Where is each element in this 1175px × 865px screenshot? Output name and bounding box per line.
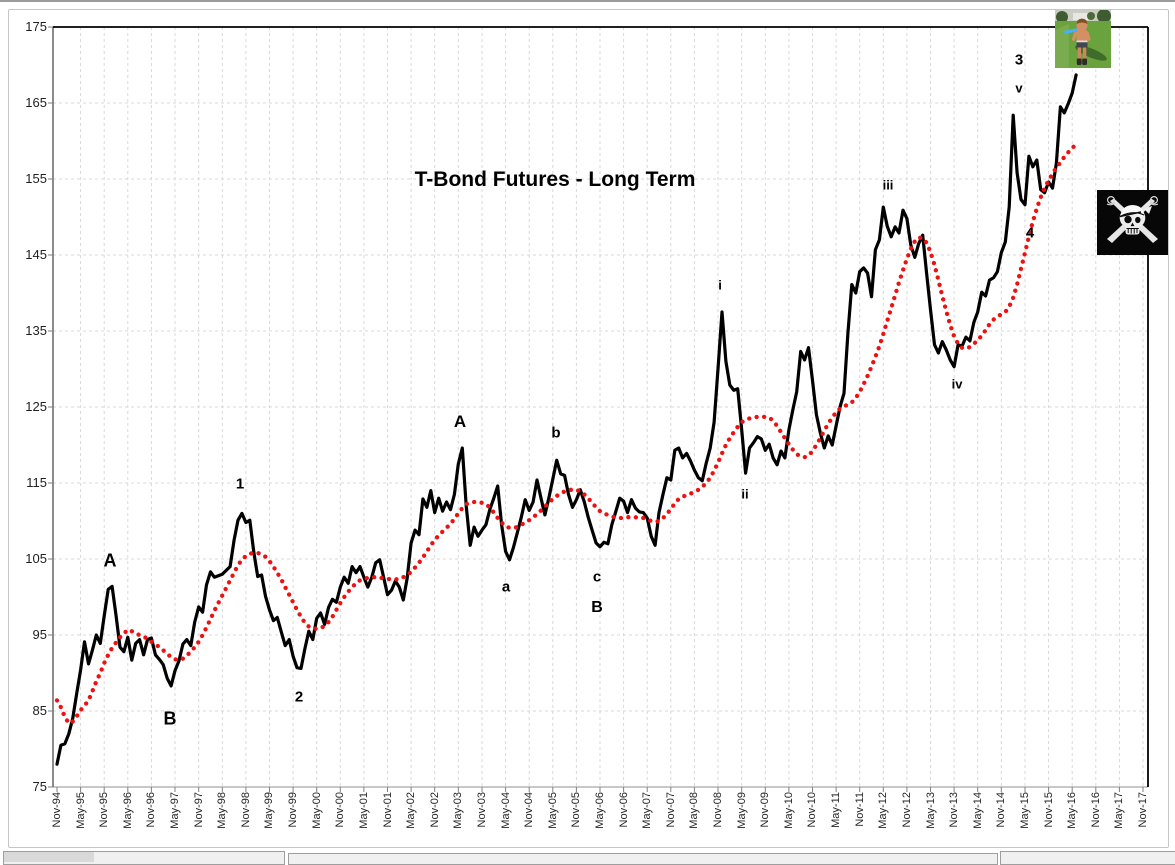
bottom-partial-object-right (1000, 851, 1175, 865)
price-line (55, 73, 1078, 766)
window-top-border (0, 0, 1175, 2)
bottom-partial-object-left-inner (4, 852, 94, 862)
chart-object-frame[interactable] (8, 9, 1169, 848)
pirate-flag-image[interactable] (1097, 190, 1168, 255)
bottom-partial-object-middle (288, 853, 998, 865)
moving-average-line (54, 142, 1079, 726)
kid-photo[interactable] (1055, 10, 1111, 68)
